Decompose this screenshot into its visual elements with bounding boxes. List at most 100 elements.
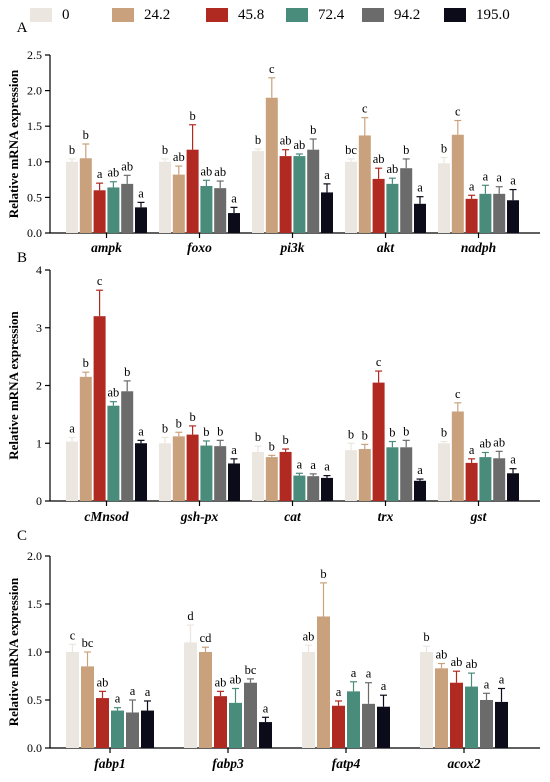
legend-swatch xyxy=(206,8,228,22)
significance-letter: b xyxy=(217,424,223,438)
bar xyxy=(265,457,278,501)
bar xyxy=(259,722,272,748)
bar xyxy=(141,710,154,748)
significance-letter: ab xyxy=(386,162,398,176)
significance-letter: ab xyxy=(230,672,242,686)
significance-letter: a xyxy=(324,168,330,182)
gene-label: trx xyxy=(378,509,394,524)
bar xyxy=(93,316,106,501)
significance-letter: ab xyxy=(451,655,463,669)
gene-label: acox2 xyxy=(448,756,481,771)
significance-letter: a xyxy=(417,463,423,477)
bar xyxy=(420,652,433,748)
bar xyxy=(307,149,320,233)
significance-letter: c xyxy=(269,62,275,76)
bar xyxy=(126,712,139,748)
bar xyxy=(495,701,508,748)
significance-letter: a xyxy=(483,169,489,183)
significance-letter: ab xyxy=(493,435,505,449)
significance-letter: ab xyxy=(97,675,109,689)
y-tick-label: 2.0 xyxy=(27,549,42,563)
bar xyxy=(66,441,78,501)
bar xyxy=(228,213,240,233)
gene-label: gst xyxy=(470,509,488,524)
significance-letter: b xyxy=(83,356,89,370)
bar xyxy=(358,449,371,501)
legend-label: 0 xyxy=(62,7,70,23)
gene-label: fatp4 xyxy=(332,756,361,771)
y-tick-label: 0.0 xyxy=(27,741,42,755)
bar xyxy=(186,149,199,233)
significance-letter: b xyxy=(189,109,195,123)
significance-letter: b xyxy=(403,143,409,157)
bar xyxy=(414,480,426,501)
bar xyxy=(386,447,399,501)
y-tick-label: 1.0 xyxy=(27,155,42,169)
legend-item-5: 195.0 xyxy=(444,5,510,25)
significance-letter: ab xyxy=(200,164,212,178)
bar xyxy=(214,188,227,233)
panel-label: B xyxy=(17,250,27,266)
bar xyxy=(307,476,320,501)
bar xyxy=(480,700,493,748)
bar xyxy=(400,447,413,501)
bar xyxy=(451,134,464,233)
significance-letter: d xyxy=(187,609,194,623)
significance-letter: a xyxy=(310,458,316,472)
bar xyxy=(479,193,492,233)
bar xyxy=(507,200,519,233)
significance-letter: b xyxy=(189,410,195,424)
legend-label: 45.8 xyxy=(238,7,265,23)
bar xyxy=(321,477,333,501)
significance-letter: b xyxy=(310,123,316,137)
significance-letter: c xyxy=(97,274,103,288)
bar xyxy=(200,186,213,233)
y-tick-label: 1.5 xyxy=(27,119,42,133)
significance-letter: cd xyxy=(200,631,213,645)
legend-item-3: 72.4 xyxy=(286,5,344,25)
bar xyxy=(111,710,124,748)
bar xyxy=(214,446,227,501)
bar xyxy=(347,691,360,748)
y-tick-label: 2.5 xyxy=(27,48,42,62)
bar xyxy=(372,382,385,501)
bar xyxy=(507,473,519,501)
legend-swatch xyxy=(286,8,308,22)
legend-item-0: 0 xyxy=(30,5,70,25)
gene-label: fabp1 xyxy=(94,756,126,771)
significance-letter: a xyxy=(231,443,237,457)
significance-letter: a xyxy=(351,666,357,680)
bar xyxy=(135,207,147,233)
y-tick-label: 0.5 xyxy=(27,190,42,204)
bar xyxy=(252,151,264,233)
significance-letter: c xyxy=(455,387,461,401)
gene-label: cat xyxy=(284,509,302,524)
significance-letter: ab xyxy=(107,386,119,400)
bar xyxy=(172,436,185,501)
significance-letter: b xyxy=(69,143,75,157)
y-tick-label: 4 xyxy=(36,263,42,277)
bar xyxy=(96,698,109,748)
bar xyxy=(244,682,257,748)
gene-label: fabp3 xyxy=(212,756,244,771)
bar xyxy=(121,183,134,233)
bar xyxy=(214,696,227,748)
significance-letter: ab xyxy=(121,159,133,173)
legend-item-4: 94.2 xyxy=(362,5,420,25)
bar xyxy=(265,97,278,233)
bar xyxy=(479,457,492,501)
significance-letter: b xyxy=(320,567,326,581)
bar xyxy=(172,174,185,233)
y-tick-label: 3 xyxy=(36,321,42,335)
legend-swatch xyxy=(362,8,384,22)
bar xyxy=(450,682,463,748)
significance-letter: ab xyxy=(479,436,491,450)
significance-letter: b xyxy=(389,426,395,440)
gene-label: pi3k xyxy=(279,240,304,255)
significance-letter: b xyxy=(162,143,168,157)
bar xyxy=(252,451,264,501)
bar xyxy=(79,376,92,501)
significance-letter: b xyxy=(162,421,168,435)
bar xyxy=(465,686,478,748)
